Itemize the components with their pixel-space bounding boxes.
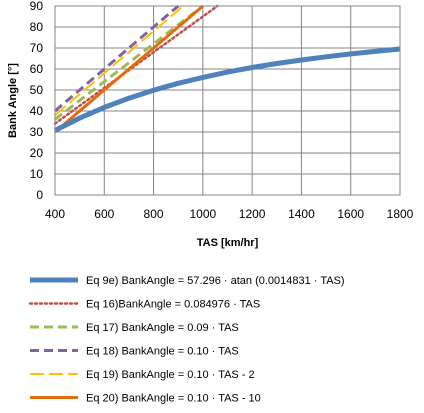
series-lines (53, 4, 401, 134)
legend-label: Eq 19) BankAngle = 0.10 · TAS - 2 (86, 369, 255, 381)
legend-label: Eq 9e) BankAngle = 57.296 · atan (0.0014… (86, 275, 345, 287)
y-tick-label: 20 (30, 146, 44, 160)
y-tick-label: 90 (30, 0, 44, 13)
x-tick-label: 1000 (190, 207, 217, 221)
y-tick-labels: 0 10 20 30 40 50 60 70 80 90 (30, 0, 44, 202)
x-tick-label: 600 (94, 207, 114, 221)
x-axis-title: TAS [km/hr] (197, 237, 259, 249)
y-tick-label: 60 (30, 62, 44, 76)
legend-label: Eq 18) BankAngle = 0.10 · TAS (86, 346, 239, 358)
x-tick-label: 400 (45, 207, 65, 221)
x-tick-label: 800 (144, 207, 164, 221)
y-tick-label: 50 (30, 83, 44, 97)
legend-label: Eq 17) BankAngle = 0.09 · TAS (86, 322, 239, 334)
series-line-3 (54, 4, 180, 113)
y-tick-label: 80 (30, 20, 44, 34)
series-line-4 (54, 5, 184, 116)
legend-label: Eq 16)BankAngle = 0.084976 · TAS (86, 299, 260, 311)
plot-frame (54, 5, 401, 196)
y-tick-label: 30 (30, 125, 44, 139)
legend: Eq 9e) BankAngle = 57.296 · atan (0.0014… (28, 275, 345, 405)
x-tick-label: 1600 (337, 207, 364, 221)
legend-label: Eq 20) BankAngle = 0.10 · TAS - 10 (86, 393, 261, 405)
y-axis-title: Bank Angle [°] (7, 63, 19, 138)
x-tick-labels: 400 600 800 1000 1200 1400 1600 1800 (45, 207, 414, 221)
y-tick-label: 10 (30, 167, 44, 181)
series-line-1 (53, 4, 219, 125)
x-tick-label: 1800 (387, 207, 414, 221)
series-line-2 (54, 4, 204, 121)
grid-lines (54, 5, 401, 196)
x-tick-label: 1400 (288, 207, 315, 221)
series-line-0 (53, 46, 401, 133)
y-tick-label: 70 (30, 41, 44, 55)
series-line-5 (54, 4, 204, 134)
y-tick-label: 40 (30, 104, 44, 118)
y-tick-label: 0 (36, 188, 43, 202)
x-tick-label: 1200 (239, 207, 266, 221)
